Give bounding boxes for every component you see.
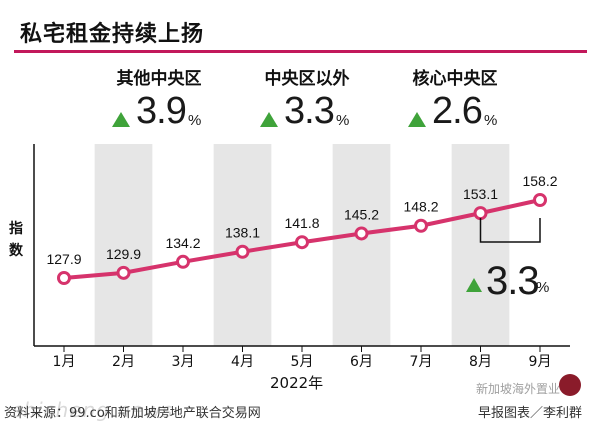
data-point (533, 193, 547, 207)
summary-other-central: 其他中央区 3.9 % (84, 64, 234, 134)
summary-label: 中央区以外 (264, 69, 350, 89)
data-label: 145.2 (344, 206, 379, 222)
change-unit: % (536, 279, 549, 296)
title-underline (14, 50, 587, 53)
x-tick-label: 8月 (469, 354, 492, 370)
watermark-wechat: 新加坡海外置业 (476, 382, 561, 396)
data-label: 153.1 (463, 186, 498, 202)
data-point (176, 254, 190, 269)
change-value: 3.3 (486, 259, 539, 303)
title-bar: 私宅租金持续上扬 (6, 10, 589, 54)
x-tick-label: 3月 (172, 354, 195, 370)
data-point (235, 244, 250, 259)
summary-unit: % (484, 112, 498, 129)
data-point (414, 218, 428, 233)
x-tick-label: 9月 (529, 354, 552, 370)
x-tick-label: 6月 (350, 354, 373, 370)
data-label: 148.2 (403, 199, 438, 215)
data-label: 141.8 (284, 215, 319, 231)
up-triangle-icon (466, 278, 482, 292)
x-tick-label: 4月 (231, 354, 254, 370)
up-triangle-icon (260, 112, 278, 127)
data-label: 158.2 (522, 173, 557, 189)
data-label: 138.1 (225, 225, 260, 241)
y-axis-label: 指数 (9, 221, 23, 259)
summary-label: 其他中央区 (116, 69, 202, 89)
x-axis-label: 2022年 (270, 374, 324, 392)
x-tick-label: 7月 (410, 354, 433, 370)
up-triangle-icon (408, 112, 426, 127)
watermark-left: shicheng.news (12, 398, 174, 422)
chart-title: 私宅租金持续上扬 (20, 22, 205, 47)
data-point (295, 235, 309, 250)
x-tick-label: 5月 (291, 354, 314, 370)
summary-core-central: 核心中央区 2.6 % (380, 64, 530, 134)
month-band (451, 144, 510, 346)
data-label: 127.9 (46, 251, 81, 267)
month-band (332, 144, 391, 346)
data-point (354, 226, 369, 241)
summary-value: 3.3 (284, 90, 335, 132)
change-bracket (479, 218, 541, 243)
data-label: 134.2 (165, 235, 200, 251)
data-point (57, 271, 71, 285)
summary-label: 核心中央区 (412, 69, 498, 89)
month-band (94, 144, 153, 346)
up-triangle-icon (112, 112, 130, 127)
summary-value: 3.9 (136, 90, 187, 132)
summary-unit: % (188, 112, 202, 129)
summary-value: 2.6 (432, 90, 483, 132)
summary-unit: % (336, 112, 350, 129)
data-label: 129.9 (106, 246, 141, 262)
data-point (473, 206, 488, 221)
data-point (116, 265, 131, 280)
source-note: 资料来源：99.co和新加坡房地产联合交易网 (4, 406, 261, 421)
x-tick-label: 2月 (112, 354, 135, 370)
x-tick-label: 1月 (53, 354, 76, 370)
summary-outside-central: 中央区以外 3.3 % (232, 64, 382, 134)
watermark-seal-icon (559, 374, 581, 396)
credit-note: 早报图表／李利群 (478, 406, 583, 421)
